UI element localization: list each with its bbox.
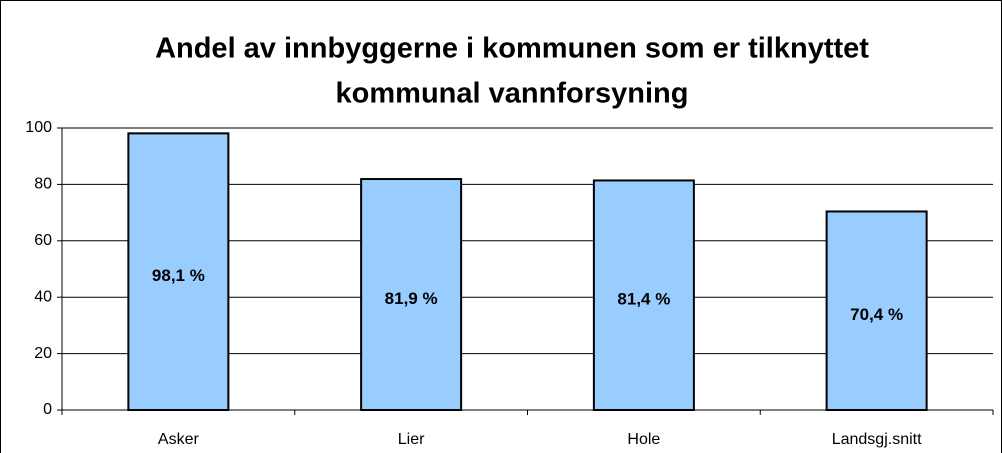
bar — [825, 210, 928, 411]
x-tick-label: Asker — [158, 431, 200, 448]
bar — [127, 132, 230, 411]
chart-title: kommunal vannforsyning — [336, 78, 689, 110]
value-label: 81,9 % — [385, 289, 438, 308]
x-tick-label: Landsgj.snitt — [832, 431, 922, 448]
y-tick-label: 100 — [25, 119, 52, 136]
bar — [360, 178, 463, 411]
value-label: 81,4 % — [617, 290, 670, 309]
y-tick-label: 20 — [34, 345, 52, 362]
y-tick-label: 80 — [34, 176, 52, 193]
y-tick-label: 60 — [34, 232, 52, 249]
y-tick-label: 40 — [34, 288, 52, 305]
y-tick-label: 0 — [43, 401, 52, 418]
x-tick-label: Lier — [398, 431, 425, 448]
x-tick-label: Hole — [627, 431, 660, 448]
bar — [592, 179, 695, 411]
value-label: 98,1 % — [152, 266, 205, 285]
chart-title: Andel av innbyggerne i kommunen som er t… — [155, 33, 869, 65]
value-label: 70,4 % — [850, 305, 903, 324]
